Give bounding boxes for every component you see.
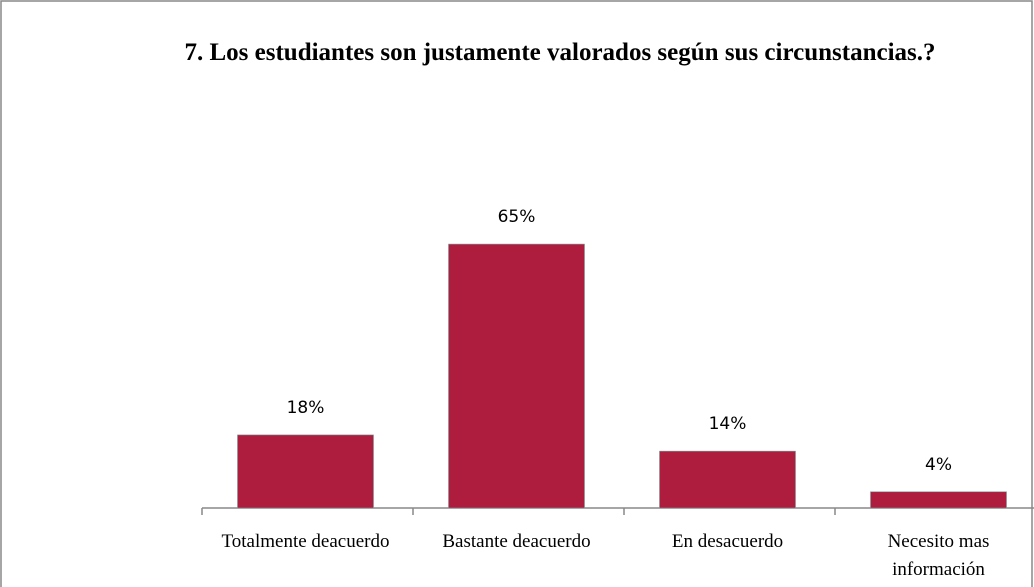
data-label: 4% [925,455,952,475]
x-tick-label: En desacuerdo [671,531,784,552]
x-tick-label: Bastante deacuerdo [442,531,591,552]
data-label: 65% [498,207,536,227]
bar [870,491,1007,509]
x-tick-label: Necesito mas información [887,531,990,580]
bar [659,450,796,509]
data-label: 18% [287,398,325,418]
bar [237,434,374,509]
x-tick-label: Totalmente deacuerdo [221,531,390,552]
bar [448,243,585,509]
data-label: 14% [709,414,747,434]
chart-title: 7. Los estudiantes son justamente valora… [184,39,936,66]
